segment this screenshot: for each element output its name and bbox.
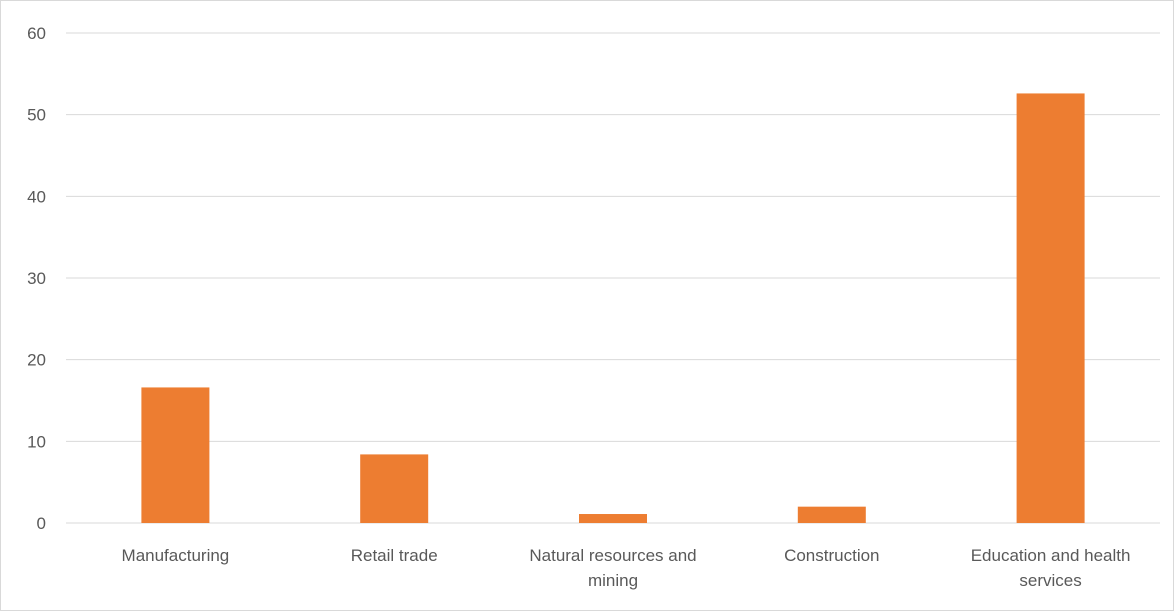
x-category-label: Education and health services: [971, 546, 1131, 590]
bar: [797, 506, 866, 523]
y-axis-tick-labels: 0 10 20 30 40 50 60: [27, 24, 46, 533]
x-category-label: Natural resources and mining: [529, 546, 696, 590]
bar: [141, 387, 210, 523]
bar: [1016, 93, 1085, 523]
y-tick-label: 10: [27, 432, 46, 451]
x-axis-category-labels: Manufacturing Retail trade Natural resourc…: [122, 546, 1131, 590]
y-tick-label: 50: [27, 106, 46, 125]
gridlines: [66, 32, 1160, 524]
bars: [141, 93, 1085, 523]
y-tick-label: 30: [27, 269, 46, 288]
x-category-label: Retail trade: [351, 546, 438, 565]
bar: [360, 454, 429, 523]
x-category-label: Manufacturing: [122, 546, 230, 565]
y-tick-label: 40: [27, 187, 46, 206]
bar: [579, 514, 647, 523]
x-category-label: Construction: [784, 546, 879, 565]
y-tick-label: 0: [37, 514, 46, 533]
y-tick-label: 20: [27, 351, 46, 370]
y-tick-label: 60: [27, 24, 46, 43]
